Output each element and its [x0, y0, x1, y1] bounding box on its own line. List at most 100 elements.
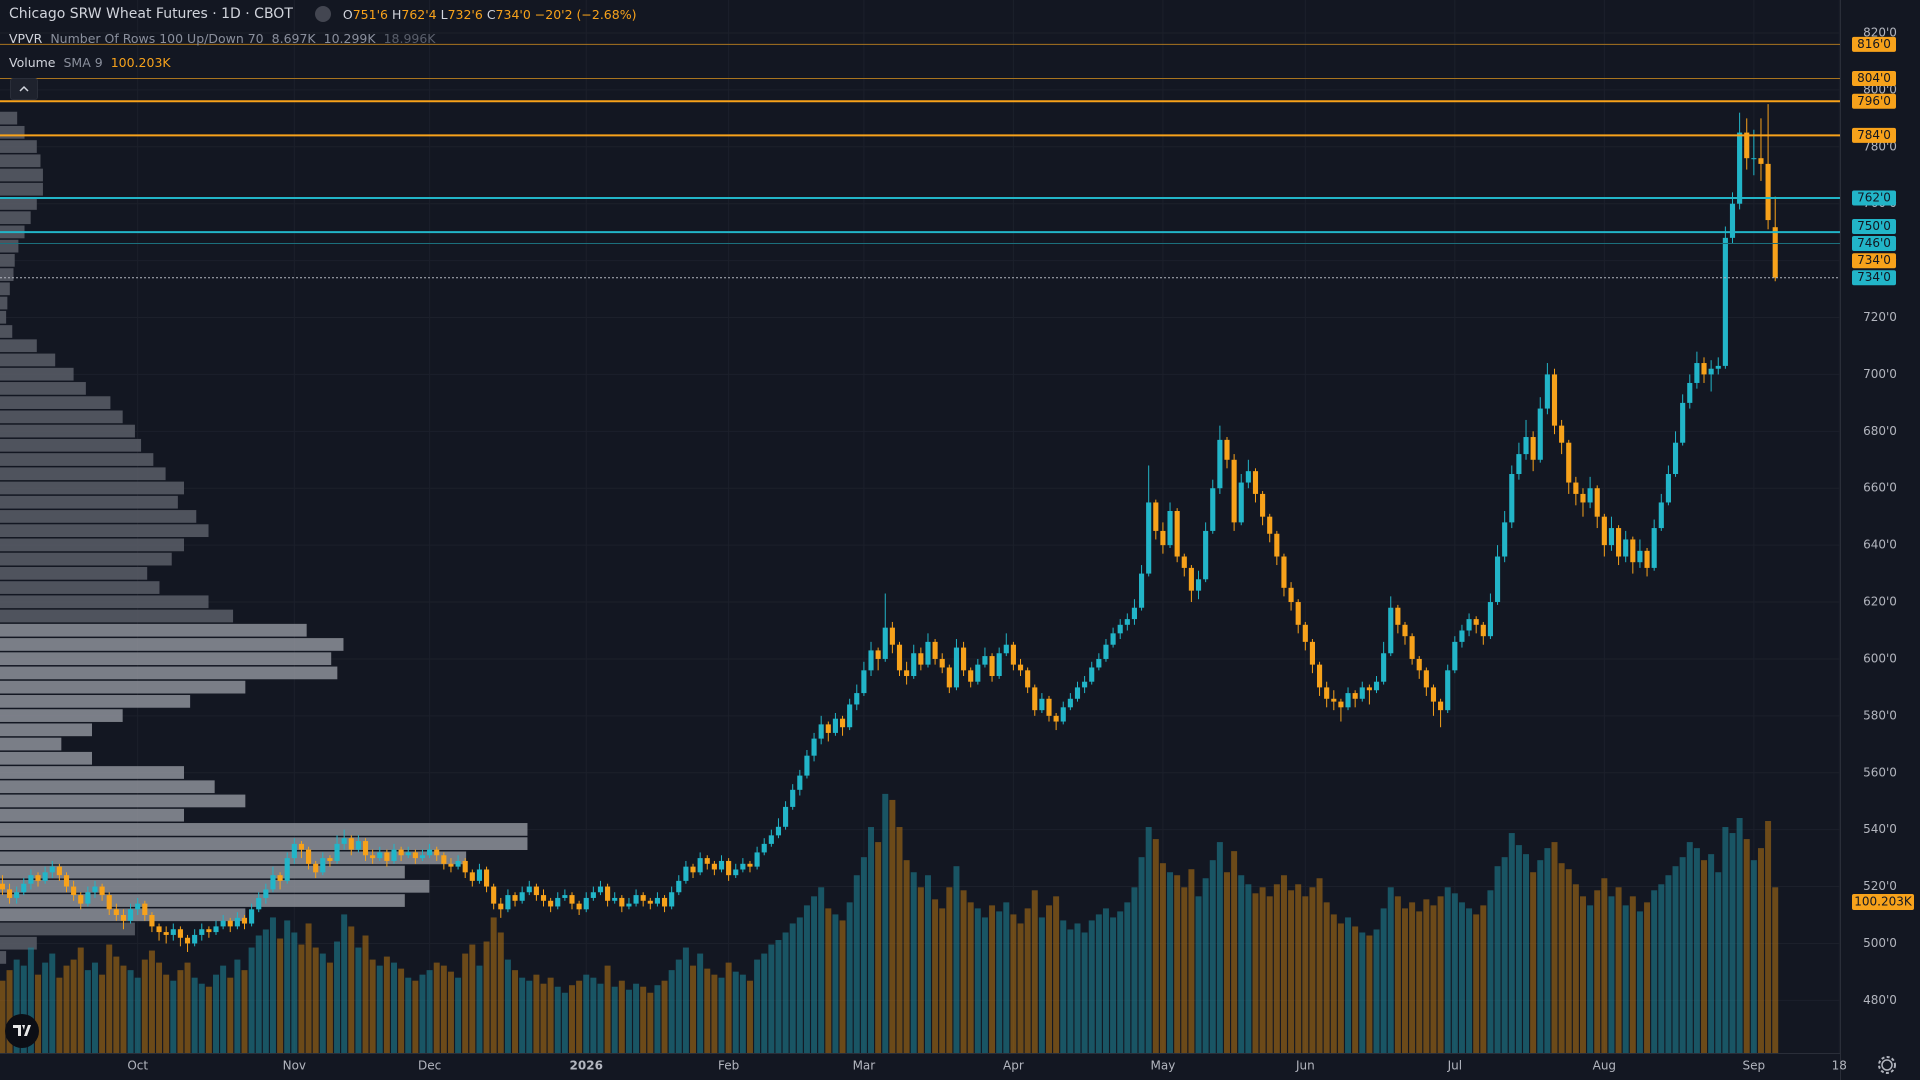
- candle-body: [1260, 493, 1266, 517]
- candle-body: [1388, 607, 1394, 654]
- volume-bar: [255, 935, 262, 1053]
- candle-body: [1459, 630, 1465, 642]
- candle-body: [1708, 368, 1714, 375]
- candle-body: [1687, 382, 1693, 403]
- volume-bar: [512, 970, 519, 1053]
- candle-body: [1658, 502, 1664, 529]
- volume-bar: [1046, 905, 1052, 1053]
- volume-bar: [711, 974, 718, 1053]
- volume-bar: [1316, 878, 1323, 1053]
- volume-bar: [1437, 896, 1444, 1053]
- candle-body: [918, 653, 924, 665]
- volume-bar: [1708, 854, 1715, 1053]
- volume-bar: [818, 887, 825, 1053]
- volume-bar: [803, 905, 810, 1053]
- y-tick-label: 680'0: [1863, 424, 1897, 438]
- candle-body: [1345, 693, 1351, 708]
- x-tick-label: Nov: [283, 1059, 306, 1073]
- volume-profile-row: [0, 125, 25, 139]
- volume-bar: [63, 965, 70, 1053]
- candle-body: [1210, 488, 1216, 531]
- volume-profile-row: [0, 182, 43, 196]
- volume-bar: [170, 980, 177, 1053]
- volume-bar: [554, 986, 561, 1053]
- indicator-value: 18.996K: [383, 31, 436, 46]
- volume-bar: [148, 950, 155, 1053]
- candle-body: [1224, 439, 1230, 460]
- volume-bar: [868, 827, 875, 1053]
- volume-bar: [1466, 908, 1473, 1053]
- volume-bar: [1594, 890, 1601, 1053]
- volume-profile-row: [0, 737, 62, 751]
- volume-profile-row: [0, 879, 430, 893]
- x-tick-label: Jun: [1295, 1059, 1315, 1073]
- candle-body: [953, 647, 960, 688]
- volume-bar: [889, 799, 896, 1053]
- volume-bar: [1380, 908, 1387, 1053]
- volume-bar: [1102, 908, 1109, 1053]
- candle-body: [348, 838, 354, 850]
- volume-bar: [540, 983, 547, 1053]
- candle-body: [341, 838, 347, 844]
- hide-button[interactable]: [314, 6, 331, 22]
- candle-body: [1074, 687, 1081, 699]
- volume-bar: [1757, 848, 1764, 1053]
- candle-body: [1181, 556, 1187, 568]
- candle-body: [469, 872, 475, 881]
- volume-bar: [1110, 917, 1117, 1053]
- volume-bar: [35, 974, 42, 1053]
- candle-body: [441, 855, 447, 864]
- volume-bar: [1209, 860, 1216, 1053]
- volume-bar: [241, 970, 248, 1053]
- candle-body: [1067, 698, 1073, 708]
- volume-bar: [1651, 890, 1658, 1053]
- candle-body: [1139, 573, 1145, 608]
- candle-body: [1381, 653, 1387, 682]
- volume-bar: [213, 974, 220, 1053]
- candle-body: [1601, 516, 1607, 546]
- volume-bar: [1508, 833, 1515, 1053]
- volume-bar: [1309, 887, 1316, 1053]
- volume-bar: [134, 977, 141, 1053]
- volume-profile-row: [0, 296, 8, 310]
- candle-body: [832, 718, 838, 733]
- candle-body: [533, 886, 539, 896]
- y-tick-label: 480'0: [1863, 993, 1897, 1007]
- candle-body: [633, 895, 639, 904]
- volume-bar: [1216, 842, 1223, 1053]
- volume-bar: [1608, 896, 1615, 1053]
- candle-body: [626, 903, 632, 907]
- volume-bar: [1579, 896, 1586, 1053]
- volume-bar: [447, 971, 454, 1053]
- candle-body: [861, 670, 867, 694]
- volume-bar: [561, 992, 568, 1053]
- candle-body: [733, 869, 739, 876]
- volume-bar: [1530, 872, 1537, 1053]
- candle-body: [1644, 550, 1650, 568]
- candle-body: [92, 886, 98, 893]
- volume-bar: [682, 947, 689, 1053]
- candle-body: [548, 900, 554, 907]
- logo[interactable]: [0, 1009, 44, 1053]
- volume-profile-row: [0, 837, 528, 850]
- candle-body: [49, 866, 55, 873]
- candle-body: [199, 929, 205, 935]
- volume-profile-row: [0, 652, 332, 666]
- candle-body: [540, 895, 547, 901]
- volume-bar: [718, 977, 725, 1053]
- candle-body: [526, 886, 532, 893]
- volume-bar: [70, 959, 77, 1053]
- collapse-button[interactable]: [10, 78, 38, 100]
- candle-body: [1445, 670, 1451, 711]
- candle-body: [1516, 454, 1522, 475]
- volume-bar: [839, 920, 846, 1053]
- candle-body: [1715, 365, 1721, 369]
- volume-bar: [13, 959, 20, 1053]
- settings-button[interactable]: [1872, 1050, 1902, 1080]
- volume-profile-row: [0, 780, 215, 794]
- volume-bar: [1124, 902, 1131, 1053]
- collapse-icon: [19, 85, 29, 92]
- x-tick-label: Apr: [1003, 1059, 1024, 1073]
- candle-body: [1203, 530, 1209, 580]
- volume-bar: [939, 908, 946, 1053]
